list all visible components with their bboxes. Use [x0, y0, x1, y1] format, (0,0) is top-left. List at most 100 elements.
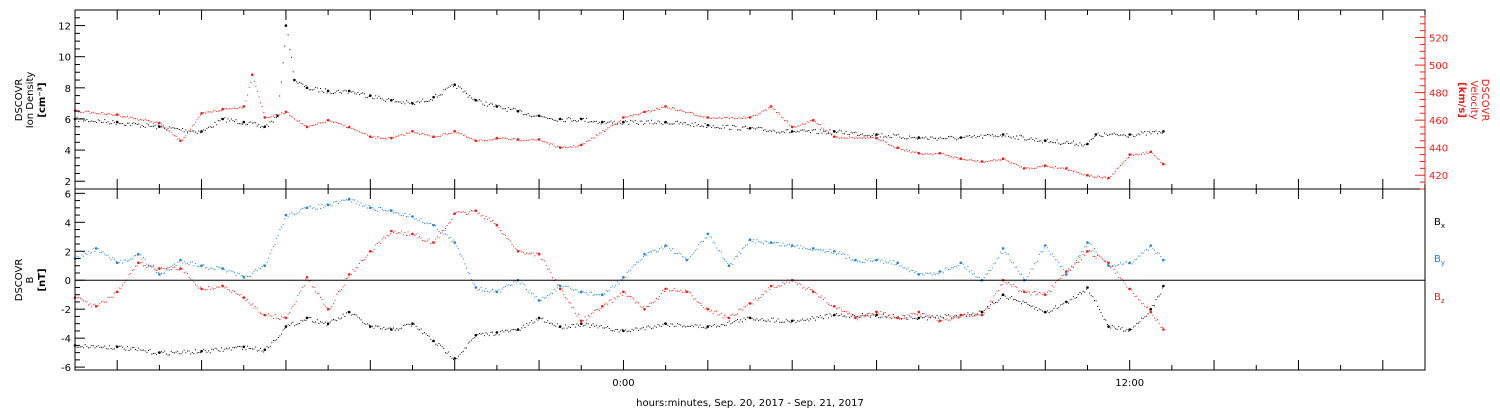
bfield-series-2-sample [195, 284, 197, 286]
bfield-series-0-sample [164, 350, 166, 352]
bfield-series-1-sample [662, 248, 664, 250]
velocity-series-0-sample [1090, 174, 1092, 176]
bfield-series-2-sample [988, 306, 990, 308]
bfield-series-0-sample [777, 318, 779, 320]
bfield-series-0-sample [748, 316, 750, 318]
bfield-series-0-sample [297, 323, 299, 325]
bfield-series-0-sample [591, 324, 592, 326]
velocity-series-0-sample [602, 130, 604, 132]
density-series-0-sample [1142, 132, 1144, 134]
velocity-series-0-sample [1116, 168, 1118, 169]
density-series-0-point [326, 89, 330, 93]
bfield-series-0-sample [235, 347, 237, 349]
bfield-series-0-sample [154, 352, 156, 354]
bfield-series-2-sample [212, 288, 214, 290]
velocity-series-0-sample [185, 135, 187, 137]
bfield-series-0-sample [513, 329, 515, 331]
bfield-series-2-point [1065, 270, 1068, 273]
velocity-series-0-sample [1134, 153, 1136, 155]
bfield-series-0-sample [573, 324, 575, 325]
bfield-series-0-sample [247, 345, 248, 347]
bfield-series-0-sample [803, 319, 805, 321]
velocity-series-0-sample [584, 143, 586, 145]
bfield-series-1-sample [323, 206, 325, 208]
velocity-series-0-sample [761, 110, 763, 112]
bfield-series-2-sample [973, 315, 975, 317]
bfield-series-1-sample [501, 288, 503, 290]
density-series-0-sample [501, 108, 503, 110]
time-tick-label: 12:00 [1115, 378, 1144, 389]
bfield-series-1-sample [208, 268, 210, 270]
bfield-series-0-sample [199, 352, 201, 354]
bfield-series-1-sample [282, 224, 284, 226]
bfield-series-1-sample [636, 261, 638, 263]
bfield-series-2-sample [1161, 327, 1163, 329]
bfield-series-0-sample [524, 327, 526, 329]
density-series-0-sample [651, 119, 652, 121]
density-series-0-sample [203, 129, 205, 131]
velocity-series-0-sample [889, 144, 891, 146]
bfield-series-1-sample [247, 276, 248, 277]
density-series-0-sample [871, 135, 873, 136]
bfield-series-0-sample [612, 330, 614, 332]
velocity-series-0-sample [230, 108, 232, 110]
bfield-series-2-sample [959, 316, 961, 318]
bfield-series-2-sample [350, 274, 352, 276]
bfield-series-0-sample [1016, 300, 1018, 301]
velocity-series-0-sample [86, 111, 88, 112]
bfield-series-0-sample [548, 322, 550, 324]
density-series-0-sample [644, 123, 646, 124]
bfield-series-0-sample [363, 323, 365, 325]
density-series-0-sample [571, 120, 573, 122]
velocity-series-0-sample [407, 132, 409, 134]
bfield-ylabel-units: [nT] [37, 268, 48, 291]
bfield-series-2-sample [1145, 306, 1147, 308]
velocity-series-0-sample [260, 102, 262, 104]
bfield-series-1-sample [991, 267, 993, 269]
velocity-series-0-sample [436, 136, 438, 138]
density-series-0-sample [1048, 142, 1050, 144]
bfield-series-1-sample [128, 259, 130, 261]
bfield-series-1-sample [1095, 251, 1097, 253]
density-series-0-sample [998, 136, 1000, 138]
density-series-0-sample [939, 136, 941, 138]
bfield-series-0-sample [793, 319, 795, 321]
bfield-series-0-sample [1131, 329, 1133, 331]
density-series-0-sample [858, 134, 860, 136]
bfield-series-2-sample [235, 293, 237, 295]
density-series-0-sample [951, 135, 953, 137]
bfield-series-2-sample [139, 262, 141, 264]
bfield-series-2-sample [730, 314, 732, 316]
density-series-0-sample [500, 106, 502, 108]
density-series-0-sample [975, 137, 977, 139]
bfield-series-1-sample [404, 213, 406, 214]
bfield-series-2-sample [156, 269, 158, 271]
bfield-series-2-sample [144, 265, 146, 266]
density-ytick-label: 2 [65, 177, 71, 188]
bfield-series-1-sample [1046, 247, 1048, 249]
bfield-series-2-sample [604, 303, 605, 305]
velocity-series-0-sample [628, 116, 630, 118]
density-series-0-sample [430, 99, 432, 100]
bfield-series-0-sample [410, 325, 412, 327]
bfield-series-2-sample [133, 269, 135, 270]
bfield-series-1-sample [732, 263, 734, 265]
density-series-0-sample [1037, 141, 1039, 142]
bfield-series-0-sample [310, 317, 312, 319]
bfield-series-2-sample [324, 305, 326, 307]
velocity-series-0-sample [94, 112, 96, 114]
bfield-series-1-sample [149, 266, 151, 267]
bfield-series-0-sample [540, 318, 542, 320]
bfield-series-0-sample [972, 312, 974, 314]
bfield-series-0-sample [109, 345, 111, 347]
density-series-0-sample [299, 81, 301, 83]
bfield-series-0-sample [227, 348, 229, 350]
bfield-series-0-sample [668, 326, 670, 327]
bfield-series-0-sample [337, 317, 339, 319]
bfield-series-1-sample [107, 254, 109, 256]
bfield-series-0-sample [1053, 307, 1055, 309]
bfield-series-2-sample [326, 306, 328, 308]
bfield-series-1-sample [928, 273, 930, 275]
bfield-series-0-sample [432, 340, 433, 342]
bfield-series-1-sample [1077, 255, 1079, 257]
